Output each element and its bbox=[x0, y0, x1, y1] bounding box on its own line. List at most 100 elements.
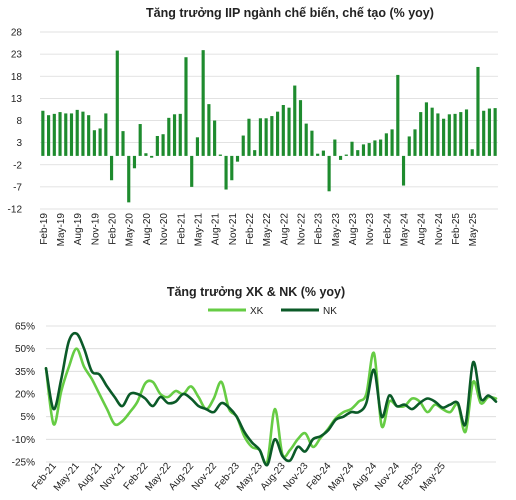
iip-bar bbox=[109, 155, 114, 181]
x-tick-label: May-24 bbox=[400, 213, 411, 247]
x-tick-label: Feb-24 bbox=[382, 213, 393, 245]
iip-chart-title: Tăng trưởng IIP ngành chế biến, chế tạo … bbox=[146, 6, 434, 20]
iip-bar bbox=[270, 116, 274, 156]
iip-y-axis: -12 -7 -2 3 8 13 18 23 28 bbox=[8, 28, 23, 216]
iip-bar bbox=[104, 113, 108, 156]
x-tick-label: Nov-23 bbox=[365, 213, 376, 246]
x-tick-label: Aug-19 bbox=[73, 213, 84, 246]
iip-bar bbox=[487, 108, 491, 156]
iip-bar bbox=[310, 130, 314, 156]
x-tick-label: Feb-21 bbox=[176, 213, 187, 245]
y-tick-label: 50% bbox=[15, 344, 35, 355]
iip-bar bbox=[178, 113, 182, 156]
iip-bar bbox=[150, 155, 154, 158]
trade-legend: XK NK bbox=[208, 306, 337, 317]
iip-bar bbox=[281, 105, 285, 156]
iip-bar bbox=[264, 118, 268, 156]
x-tick-label: Nov-24 bbox=[434, 213, 445, 246]
iip-bar bbox=[161, 134, 165, 156]
x-tick-label: Aug-20 bbox=[142, 213, 153, 246]
iip-bar bbox=[98, 128, 102, 156]
iip-bar bbox=[430, 107, 434, 156]
iip-bar bbox=[64, 113, 68, 156]
iip-bar bbox=[132, 155, 137, 169]
trade-y-axis: 65% 50% 35% 20% 5% -10% -25% bbox=[12, 322, 35, 469]
iip-bar bbox=[75, 109, 79, 156]
x-tick-label: Aug-23 bbox=[348, 213, 359, 246]
y-tick-label: 8 bbox=[16, 116, 22, 127]
iip-bar bbox=[253, 150, 257, 156]
iip-bar bbox=[247, 118, 251, 156]
iip-bar bbox=[201, 50, 205, 156]
iip-bar bbox=[258, 118, 262, 156]
iip-bar bbox=[213, 120, 217, 156]
iip-bar bbox=[230, 155, 234, 181]
iip-bar bbox=[58, 112, 62, 156]
iip-bar bbox=[41, 110, 45, 156]
x-tick-label: Feb-23 bbox=[314, 213, 325, 245]
iip-bar bbox=[287, 107, 291, 156]
iip-bars bbox=[41, 50, 497, 203]
iip-bar bbox=[401, 155, 406, 186]
x-tick-label: Feb-20 bbox=[108, 213, 119, 245]
legend-nk-label: NK bbox=[323, 306, 337, 317]
x-tick-label: Nov-21 bbox=[228, 213, 239, 246]
iip-bar bbox=[155, 135, 159, 156]
iip-bar bbox=[115, 50, 119, 156]
iip-bar bbox=[69, 113, 74, 156]
y-tick-label: -12 bbox=[8, 205, 23, 216]
iip-bar bbox=[367, 143, 371, 156]
y-tick-label: 18 bbox=[11, 72, 23, 83]
iip-bar bbox=[327, 155, 331, 192]
iip-bar bbox=[470, 149, 474, 156]
trade-series bbox=[44, 331, 498, 467]
iip-bar bbox=[293, 85, 297, 156]
iip-bar bbox=[167, 117, 171, 156]
iip-bar bbox=[52, 113, 56, 156]
x-tick-label: Feb-25 bbox=[451, 213, 462, 245]
iip-bar bbox=[476, 66, 480, 156]
iip-bar bbox=[276, 111, 280, 156]
y-tick-label: 5% bbox=[21, 412, 36, 423]
iip-bar bbox=[241, 135, 245, 156]
trade-chart: Tăng trưởng XK & NK (% yoy) XK NK 65% 50%… bbox=[12, 285, 498, 494]
x-tick-label: May-19 bbox=[56, 213, 67, 247]
iip-bar bbox=[373, 140, 377, 156]
iip-bar bbox=[235, 155, 240, 162]
iip-bar bbox=[195, 137, 200, 156]
legend-item-nk: NK bbox=[281, 306, 337, 317]
y-tick-label: -2 bbox=[13, 160, 22, 171]
iip-bar bbox=[459, 112, 463, 156]
y-tick-label: 65% bbox=[15, 322, 35, 333]
iip-grid bbox=[40, 31, 498, 210]
iip-bar bbox=[453, 113, 457, 156]
x-tick-label: May-25 bbox=[468, 213, 479, 247]
x-tick-label: May-25 bbox=[418, 461, 448, 494]
iip-x-axis: Feb-19 May-19 Aug-19 Nov-19 Feb-20 May-20 Aug-… bbox=[39, 213, 479, 247]
iip-bar bbox=[92, 130, 96, 156]
x-tick-label: Feb-22 bbox=[245, 213, 256, 245]
y-tick-label: 3 bbox=[16, 138, 22, 149]
y-tick-label: 28 bbox=[11, 28, 23, 39]
iip-bar bbox=[127, 155, 131, 203]
x-tick-label: Aug-21 bbox=[211, 213, 222, 246]
iip-bar bbox=[138, 124, 142, 156]
iip-bar bbox=[172, 114, 177, 156]
iip-bar bbox=[356, 150, 360, 156]
iip-bar bbox=[390, 129, 394, 156]
y-tick-label: 13 bbox=[11, 94, 23, 105]
iip-bar bbox=[344, 154, 348, 156]
y-tick-label: -25% bbox=[12, 458, 35, 469]
iip-bar bbox=[424, 102, 429, 156]
iip-bar bbox=[190, 155, 194, 187]
x-tick-label: May-21 bbox=[193, 213, 204, 247]
iip-bar bbox=[464, 109, 469, 156]
iip-bar bbox=[316, 153, 320, 156]
iip-bar bbox=[361, 144, 366, 156]
trade-x-axis: Feb-21May-21Aug-21Nov-21Feb-22May-22Aug-… bbox=[30, 461, 448, 494]
iip-bar bbox=[436, 113, 440, 156]
iip-bar bbox=[304, 123, 308, 156]
x-tick-label: Nov-22 bbox=[296, 213, 307, 246]
iip-bar bbox=[144, 153, 148, 156]
